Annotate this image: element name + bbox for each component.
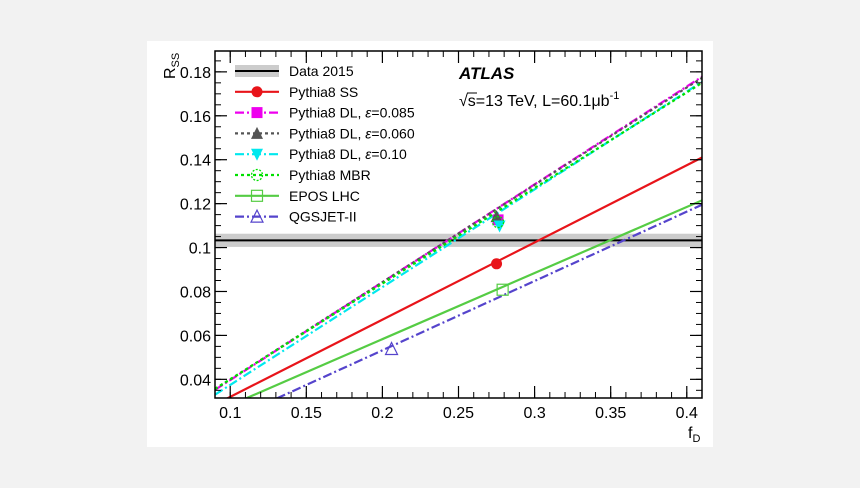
legend-marker-4 <box>250 168 264 182</box>
legend-label-2: Pythia8 DL, ε=0.060 <box>289 125 415 141</box>
series-line-3 <box>215 80 702 396</box>
legend-eps-value-2: =0.060 <box>371 125 414 141</box>
series-marker-5 <box>496 283 509 296</box>
y-tick-label: 0.06 <box>180 328 211 345</box>
x-tick-label: 0.3 <box>523 405 545 422</box>
x-tick-label: 0.15 <box>291 405 322 422</box>
chart-figure: 0.1 0.15 0.2 0.25 0.3 0.35 0.4 0.04 0.06 0.08 0.1 0… <box>147 41 713 447</box>
series-marker-4 <box>491 215 505 229</box>
legend-label-5: EPOS LHC <box>289 188 360 204</box>
atlas-label: ATLAS <box>458 64 515 83</box>
y-tick-label: 0.08 <box>180 284 211 301</box>
x-axis-label: fD <box>688 425 700 445</box>
series-line-0 <box>225 156 702 398</box>
legend-marker-6 <box>250 208 264 223</box>
y-tick-label: 0.16 <box>180 109 211 126</box>
legend-eps-2: ε <box>365 125 372 141</box>
legend-label-data: Data 2015 <box>289 63 354 79</box>
x-tick-label: 0.2 <box>371 405 393 422</box>
legend-label-3: Pythia8 DL, ε=0.10 <box>289 146 407 162</box>
x-axis-label-sub: D <box>692 433 700 445</box>
y-tick-label: 0.14 <box>180 153 211 170</box>
energy-label-exp: -1 <box>610 90 620 102</box>
legend-marker-5 <box>250 189 264 202</box>
energy-label: √s=13 TeV, L=60.1μb-1 <box>459 90 619 110</box>
y-tick-label: 0.12 <box>180 197 211 214</box>
legend-marker-1 <box>251 107 263 119</box>
legend-label-4: Pythia8 MBR <box>289 167 371 183</box>
series-marker-0 <box>491 258 503 270</box>
legend-marker-3 <box>251 148 263 161</box>
legend-marker-2 <box>251 126 263 139</box>
y-tick-label: 0.1 <box>189 241 211 258</box>
legend-label-0: Pythia8 SS <box>289 84 358 100</box>
series-marker-3 <box>493 220 506 233</box>
legend-eps-3: ε <box>365 146 372 162</box>
chart-svg: 0.1 0.15 0.2 0.25 0.3 0.35 0.4 0.04 0.06 0.08 0.1 0… <box>162 50 703 445</box>
legend-label-1: Pythia8 DL, ε=0.085 <box>289 105 415 121</box>
x-tick-label: 0.25 <box>443 405 474 422</box>
y-tick-label: 0.18 <box>180 65 211 82</box>
series-line-5 <box>244 199 702 398</box>
series-line-6 <box>275 203 702 398</box>
legend-label-6: QGSJET-II <box>289 209 357 225</box>
legend-eps-value-3: =0.10 <box>371 146 407 162</box>
series-marker-2 <box>490 210 503 223</box>
legend-eps-value-1: =0.085 <box>371 105 414 121</box>
legend-eps-1: ε <box>365 105 372 121</box>
series-marker-6 <box>384 341 399 356</box>
x-tick-label: 0.35 <box>595 405 626 422</box>
y-axis-label-sub: SS <box>170 53 182 68</box>
x-tick-label: 0.1 <box>219 405 241 422</box>
y-tick-label: 0.04 <box>180 372 211 389</box>
legend-marker-0 <box>251 86 263 98</box>
x-tick-label: 0.4 <box>676 405 698 422</box>
